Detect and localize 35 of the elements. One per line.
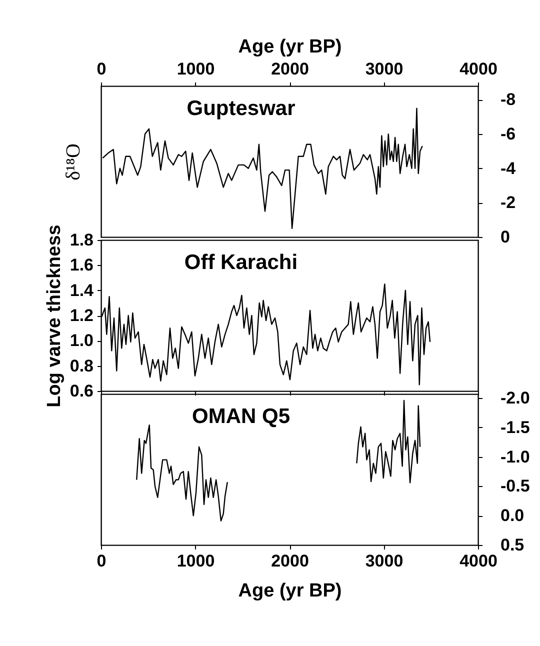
x-tick-label: 1000 (176, 552, 215, 570)
x-tick-label: 3000 (365, 60, 404, 78)
x-tick-label: 3000 (365, 552, 404, 570)
text: OMAN Q5 (192, 405, 290, 428)
y-tick-label: -4 (500, 158, 516, 178)
y-tick-label: 1.0 (70, 331, 94, 350)
y-tick-label: 0.0 (500, 506, 524, 526)
y-tick-label: -1.5 (500, 418, 530, 437)
y-tick-label: 0 (500, 228, 510, 246)
y-tick-label: 1.8 (70, 230, 94, 250)
x-tick-label: 4000 (460, 552, 498, 570)
x-axis-title: Age (yr BP) (238, 580, 342, 602)
text: Gupteswar (186, 97, 296, 120)
y-tick-label: -2.0 (500, 388, 530, 408)
text: Off Karachi (184, 251, 298, 274)
x-tick-label: 2000 (271, 552, 309, 570)
y-tick-label: -0.5 (500, 476, 530, 496)
y-tick-label: -1.0 (500, 447, 530, 466)
y-tick-label: -2 (500, 193, 516, 212)
x-tick-label: 1000 (176, 60, 215, 78)
x-tick-label: 0 (96, 60, 106, 78)
y-axis-title: δ¹⁸O (62, 144, 84, 180)
y-axis-title: Log varve thickness (44, 224, 65, 408)
y-tick-label: 0.6 (70, 382, 94, 400)
y-tick-label: 0.8 (70, 356, 94, 376)
y-tick-label: 1.4 (70, 280, 94, 300)
y-tick-label: 0.5 (500, 536, 524, 554)
y-tick-label: -8 (500, 90, 516, 110)
y-tick-label: 1.6 (70, 256, 94, 275)
x-tick-label: 4000 (460, 60, 498, 78)
y-tick-label: 1.2 (70, 306, 94, 325)
y-tick-label: -6 (500, 124, 516, 144)
x-axis-title: Age (yr BP) (238, 36, 342, 58)
x-tick-label: 0 (96, 552, 106, 570)
x-tick-label: 2000 (271, 60, 309, 78)
